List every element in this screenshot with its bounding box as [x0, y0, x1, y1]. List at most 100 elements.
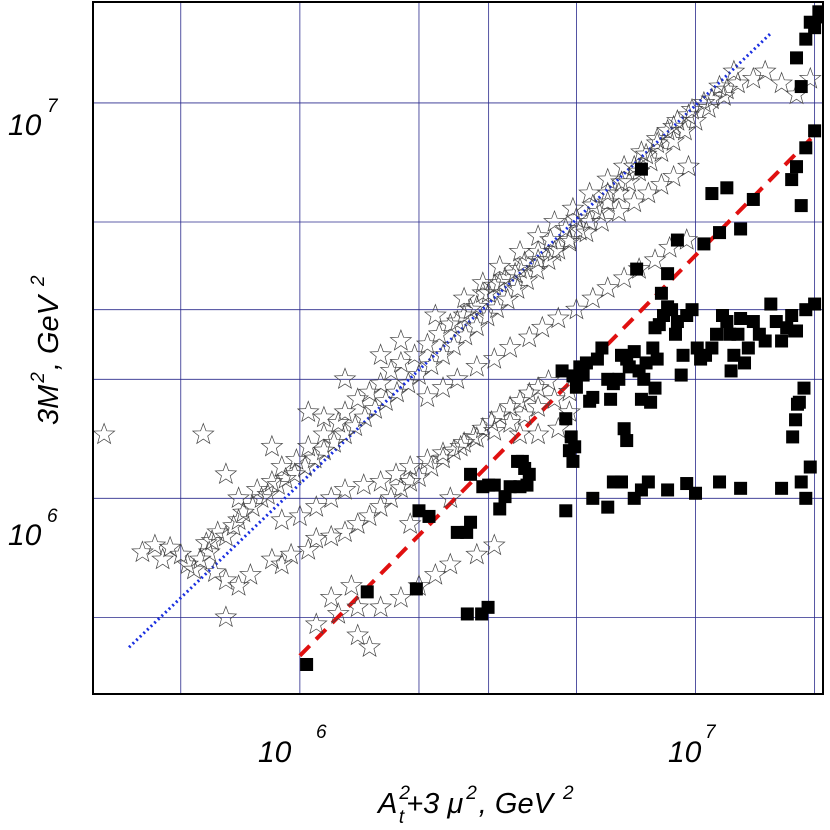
star-point [715, 77, 739, 100]
star-point [346, 595, 370, 618]
square-point [808, 297, 822, 311]
star-point [630, 140, 653, 163]
square-point [710, 327, 724, 341]
star-point [515, 268, 539, 291]
star-point [568, 218, 592, 241]
y-tick-exponent: 6 [47, 506, 58, 527]
square-point [481, 600, 495, 614]
square-point [634, 162, 648, 176]
star-point [319, 524, 343, 547]
square-point [569, 380, 583, 394]
star-point [303, 446, 327, 469]
star-point [260, 434, 284, 457]
star-point [352, 473, 376, 495]
square-point [564, 430, 578, 444]
square-point [775, 334, 789, 348]
square-point [775, 481, 789, 495]
star-point [284, 447, 308, 470]
star-point [385, 380, 409, 403]
star-point [346, 387, 370, 410]
square-point [794, 475, 808, 489]
star-point [508, 422, 532, 445]
square-point [568, 440, 582, 454]
square-point [676, 348, 690, 362]
square-point [785, 173, 799, 187]
star-point [293, 455, 317, 477]
star-point [610, 170, 633, 193]
star-point [596, 167, 620, 190]
square-point [689, 486, 703, 500]
star-point [358, 635, 381, 658]
star-point [403, 343, 427, 366]
square-point [617, 422, 631, 436]
star-point [496, 287, 520, 310]
square-point [555, 364, 569, 378]
square-point [705, 187, 719, 201]
square-point [627, 491, 641, 505]
star-point [753, 59, 777, 82]
square-point [794, 80, 808, 94]
star-point [565, 297, 588, 320]
square-point [785, 309, 799, 323]
star-point [517, 381, 541, 404]
star-point [554, 216, 578, 239]
star-point [398, 512, 422, 534]
star-point [431, 446, 455, 469]
square-point [300, 657, 314, 671]
star-point [482, 418, 506, 441]
star-point [453, 323, 477, 346]
star-point [158, 535, 182, 558]
star-point [319, 585, 343, 608]
y-tick-label: 10 [8, 519, 42, 552]
star-point [471, 271, 495, 293]
square-point [412, 504, 426, 518]
star-point [206, 520, 230, 543]
star-point [722, 59, 746, 82]
star-point [333, 422, 357, 445]
square-point [559, 412, 573, 426]
grid-lines [93, 2, 823, 694]
square-point [661, 483, 675, 497]
square-point [579, 356, 593, 370]
star-point [398, 454, 422, 477]
x-tick-labels: 10 6 10 7 [258, 722, 717, 769]
star-point [798, 66, 822, 89]
star-point [581, 193, 605, 216]
star-point [296, 400, 320, 423]
star-series [93, 59, 822, 658]
star-point [462, 424, 486, 447]
square-point [627, 345, 641, 359]
star-point [546, 306, 570, 329]
star-point [227, 486, 250, 509]
dashed-fit-line [298, 133, 817, 658]
square-point [670, 233, 684, 247]
star-point [508, 239, 532, 262]
square-point [790, 51, 804, 65]
square-point [604, 392, 618, 406]
star-point [322, 430, 346, 453]
square-point [734, 311, 748, 325]
square-point [503, 480, 517, 494]
star-point [662, 164, 685, 187]
y-tick-labels: 10 6 10 7 [8, 96, 59, 552]
star-point [312, 438, 336, 461]
star-point [517, 325, 541, 348]
square-point [788, 324, 802, 338]
star-point [438, 486, 462, 509]
star-point [379, 486, 403, 509]
star-point [200, 528, 224, 551]
star-point [369, 371, 393, 394]
square-point [724, 364, 738, 378]
star-point [431, 441, 455, 464]
square-point [511, 454, 525, 468]
star-point [498, 336, 522, 358]
square-series [300, 5, 823, 671]
square-point [661, 267, 675, 281]
star-point [622, 190, 646, 213]
square-point [601, 500, 615, 514]
star-point [488, 254, 512, 277]
square-point [685, 303, 699, 317]
square-point [586, 491, 600, 505]
star-point [650, 172, 673, 195]
